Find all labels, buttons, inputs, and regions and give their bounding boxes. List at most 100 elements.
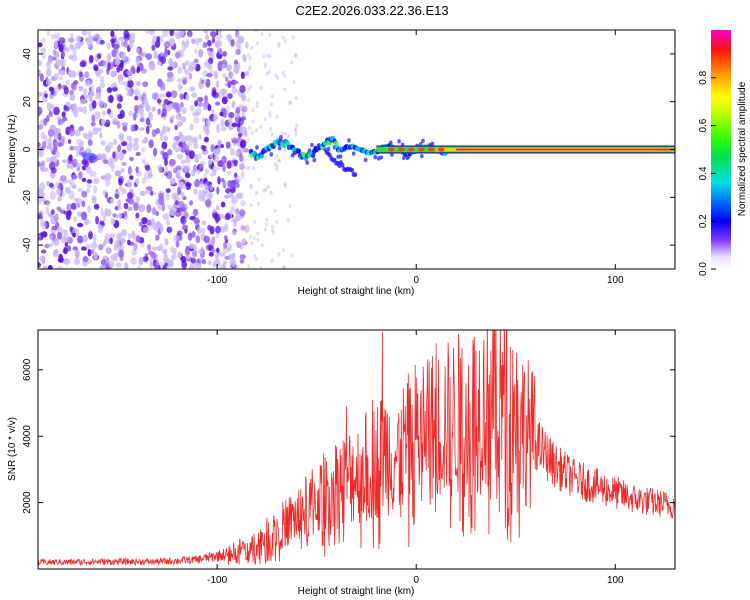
noise-blob <box>181 40 185 46</box>
noise-blob <box>213 154 220 163</box>
noise-blob <box>99 265 107 269</box>
snr-ytick-label: 2000 <box>22 491 33 514</box>
noise-blob <box>155 234 160 241</box>
noise-blob <box>215 204 220 211</box>
noise-blob <box>78 171 82 180</box>
noise-blob <box>208 251 214 257</box>
noise-blob <box>87 129 93 139</box>
noise-blob <box>190 92 198 98</box>
noise-blob <box>212 208 217 214</box>
noise-blob <box>257 177 261 182</box>
noise-blob <box>130 257 137 265</box>
noise-blob <box>237 132 243 138</box>
noise-blob <box>69 146 75 151</box>
noise-blob <box>239 163 245 170</box>
noise-blob <box>254 257 258 262</box>
noise-blob <box>141 177 147 185</box>
noise-blob <box>239 139 247 149</box>
noise-blob <box>45 206 50 216</box>
noise-blob <box>240 225 246 231</box>
noise-blob <box>167 66 174 71</box>
spectrogram-ytick-label: 40 <box>22 48 33 60</box>
noise-blob <box>127 166 132 175</box>
noise-blob <box>186 181 190 186</box>
noise-blob <box>213 148 219 156</box>
noise-blob <box>82 256 89 263</box>
noise-blob <box>46 30 50 37</box>
carrier-band-core <box>456 148 675 151</box>
noise-blob <box>108 94 114 104</box>
noise-blob <box>239 254 246 260</box>
snr-xlabel: Height of straight line (km) <box>298 586 415 597</box>
noise-blob <box>113 43 120 50</box>
noise-blob <box>78 71 83 78</box>
noise-blob <box>268 110 272 115</box>
noise-blob <box>233 67 240 74</box>
noise-blob <box>81 30 88 36</box>
noise-blob <box>251 108 255 113</box>
noise-blob <box>203 235 210 244</box>
noise-blob <box>125 56 131 65</box>
spectrogram-ytick-label: -20 <box>22 190 33 205</box>
noise-blob <box>170 38 175 46</box>
noise-blob <box>246 52 250 57</box>
noise-blob <box>120 167 125 173</box>
noise-blob <box>38 161 41 167</box>
signal-blob <box>310 152 316 159</box>
noise-blob <box>292 80 296 85</box>
noise-blob <box>128 241 135 246</box>
noise-blob <box>88 231 93 240</box>
noise-blob <box>164 238 169 246</box>
noise-blob <box>146 204 152 213</box>
noise-blob <box>235 208 240 215</box>
noise-blob <box>104 179 111 187</box>
noise-blob <box>40 160 46 166</box>
noise-blob <box>234 182 240 189</box>
noise-blob <box>225 141 231 149</box>
noise-blob <box>225 188 231 194</box>
noise-blob <box>278 158 282 163</box>
noise-blob <box>73 216 77 222</box>
noise-blob <box>228 111 235 119</box>
noise-blob <box>174 124 178 131</box>
snr-frame <box>37 329 676 570</box>
noise-blob <box>189 86 196 92</box>
noise-blob <box>193 188 198 195</box>
noise-blob <box>275 114 279 119</box>
noise-blob <box>112 213 117 218</box>
signal-blob <box>430 141 435 147</box>
noise-blob <box>52 238 60 246</box>
noise-blob <box>179 93 184 100</box>
noise-blob <box>38 262 42 268</box>
noise-blob <box>215 225 221 234</box>
noise-blob <box>81 200 86 208</box>
carrier-peak <box>397 147 405 152</box>
noise-blob <box>231 100 236 108</box>
noise-blob <box>283 147 287 152</box>
noise-blob <box>106 87 113 93</box>
noise-blob <box>169 158 176 166</box>
noise-blob <box>208 260 212 266</box>
noise-blob <box>270 224 274 229</box>
noise-blob <box>110 70 118 77</box>
noise-blob <box>57 195 62 202</box>
noise-blob <box>56 188 62 196</box>
noise-blob <box>256 231 260 236</box>
noise-blob <box>170 90 178 98</box>
noise-blob <box>59 209 66 214</box>
noise-blob <box>65 47 70 52</box>
noise-blob <box>219 111 224 117</box>
noise-blob <box>135 166 139 173</box>
noise-blob <box>158 164 163 174</box>
noise-blob <box>72 228 78 234</box>
noise-blob <box>111 38 115 48</box>
noise-blob <box>192 208 199 217</box>
noise-blob <box>86 184 92 189</box>
noise-blob <box>153 50 158 60</box>
colorbar-tick-label: 0.4 <box>698 166 709 180</box>
noise-blob <box>76 162 81 168</box>
noise-blob <box>48 182 54 188</box>
noise-blob <box>87 258 92 265</box>
noise-blob <box>247 125 251 130</box>
noise-blob <box>66 209 72 217</box>
